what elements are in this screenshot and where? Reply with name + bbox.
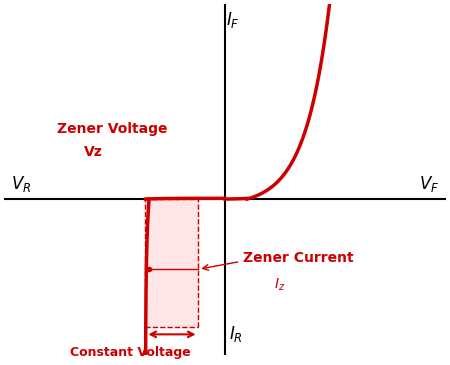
Text: Constant Voltage: Constant Voltage bbox=[70, 346, 191, 359]
Text: Zener Current: Zener Current bbox=[243, 250, 353, 265]
Text: Vz: Vz bbox=[84, 145, 103, 159]
Text: $V_F$: $V_F$ bbox=[419, 174, 439, 195]
Text: $I_R$: $I_R$ bbox=[229, 324, 243, 344]
Text: Zener Voltage: Zener Voltage bbox=[57, 122, 168, 136]
Text: $I_F$: $I_F$ bbox=[226, 10, 239, 30]
Text: $V_R$: $V_R$ bbox=[11, 174, 31, 195]
Text: $I_z$: $I_z$ bbox=[274, 277, 285, 293]
